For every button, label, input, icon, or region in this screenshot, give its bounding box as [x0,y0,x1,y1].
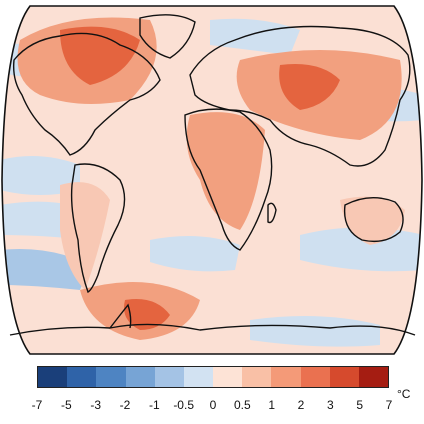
antarctic-peninsula-outline [109,303,132,329]
colorbar-swatch [271,367,301,387]
colorbar-tick-labels: -7 -5 -3 -2 -1 -0.5 0 0.5 1 2 3 5 7 [0,398,424,418]
map-frame [1,5,423,355]
colorbar-tick-label: 0.5 [233,398,251,412]
colorbar-swatch [329,367,359,387]
eurasia-outline [189,25,411,167]
madagascar-outline [267,202,277,224]
colorbar-unit-label: °C [397,387,411,401]
colorbar-swatch [38,367,68,387]
colorbar-tick-label: -1 [148,398,160,412]
colorbar-swatch [125,367,155,387]
colorbar-tick-label: -3 [90,398,101,412]
colorbar [37,366,389,388]
colorbar-swatch [358,367,389,387]
colorbar-swatch [96,367,126,387]
colorbar-tick-label: 2 [297,398,305,412]
africa-outline [184,108,273,251]
colorbar-tick-label: 3 [326,398,334,412]
colorbar-tick-label: 5 [356,398,363,412]
colorbar-swatch [213,367,243,387]
north-america-outline [12,32,161,156]
colorbar-tick-label: -2 [119,398,131,412]
temperature-anomaly-map [1,5,423,355]
colorbar-swatch [242,367,272,387]
colorbar-tick-label: 7 [385,398,393,412]
south-america-outline [70,163,126,293]
colorbar-swatch [154,367,184,387]
colorbar-tick-label: -7 [31,398,43,412]
antarctica-outline [9,323,416,336]
coastlines [9,14,416,336]
greenland-outline [139,14,196,59]
colorbar-swatch [300,367,330,387]
colorbar-swatch [67,367,97,387]
australia-outline [343,197,404,243]
colorbar-tick-label: 1 [268,398,275,412]
colorbar-tick-label: 0 [209,398,217,412]
colorbar-swatch [183,367,214,387]
colorbar-tick-label: -0.5 [173,398,194,412]
anomaly-field [2,6,422,354]
colorbar-tick-label: -5 [60,398,72,412]
